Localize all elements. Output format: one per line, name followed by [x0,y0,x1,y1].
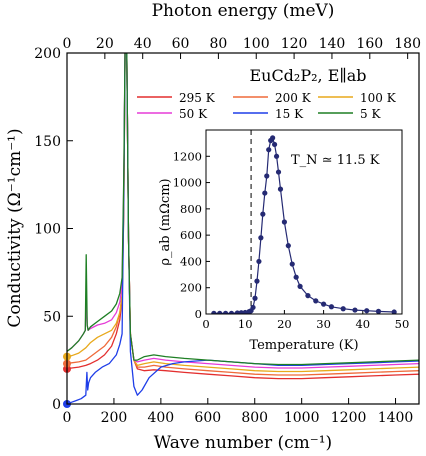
inset-point-25 [285,243,291,249]
x-tick-label-1: 200 [101,410,128,426]
inset-point-6 [242,309,248,314]
dc-points [63,352,71,408]
inset-point-23 [277,186,284,192]
main-plot-frame [66,52,420,405]
inset-y-tick-label-1: 200 [180,281,202,295]
x-axis-title: Wave number (cm⁻¹) [154,433,332,453]
x-tick-label-2: 400 [147,410,174,426]
inset-x-axis-title: Temperature (K) [249,338,358,353]
x-tick-label-4: 800 [241,410,268,426]
y-tick-label-1: 50 [43,309,61,325]
inset-point-17 [266,147,272,153]
inset-annotation: T_N ≃ 11.5 K [291,153,380,168]
inset-y-axis-title: ρ_ab (mΩcm) [158,178,173,265]
inset-point-5 [238,310,244,314]
inset-point-16 [264,173,270,179]
inset-point-11 [254,278,260,284]
top-x-tick-label-8: 160 [356,36,383,52]
inset-y-tick-label-3: 600 [180,228,202,242]
inset-point-10 [252,295,258,301]
top-x-tick-label-3: 60 [172,36,190,52]
x-tick-label-7: 1400 [378,410,414,426]
inset-point-26 [289,261,295,267]
inset-point-31 [321,301,327,307]
inset-point-22 [275,169,282,175]
inset-chart: 0 10 20 30 40 50 0 200 400 600 800 1000 1200 Tempera… [158,129,410,353]
y-tick-label-0: 0 [52,397,61,413]
top-x-tick-label-2: 40 [134,36,152,52]
inset-y-tick-label-0: 0 [195,307,202,321]
inset-point-1 [217,310,223,314]
y-tick-label-4: 200 [34,46,61,62]
inset-y-tick-label-5: 1000 [173,176,202,190]
inset-point-28 [297,283,303,289]
legend-label-4: 15 K [275,107,304,121]
x-tick-label-3: 600 [194,410,221,426]
legend-label-5: 5 K [360,107,381,121]
inset-point-2 [223,310,229,314]
inset-x-tick-label-1: 10 [238,317,253,331]
x-tick-label-6: 1200 [331,410,367,426]
y-axis-title: Conductivity (Ω⁻¹cm⁻¹) [5,128,25,327]
inset-point-36 [375,308,382,314]
inset-series [211,130,397,314]
inset-plot-frame [205,129,403,315]
top-axis-title: Photon energy (meV) [152,1,335,21]
x-tick-label-5: 1000 [284,410,320,426]
legend-label-2: 100 K [360,91,397,105]
inset-point-35 [364,308,370,314]
inset-y-tick-label-2: 400 [180,254,202,268]
inset-point-3 [228,310,235,314]
legend: 295 K 200 K 100 K 50 K 15 K 5 K [137,91,397,121]
inset-x-tick-label-5: 50 [395,317,410,331]
legend-label-1: 200 K [275,91,312,105]
x-tick-label-0: 0 [63,410,72,426]
inset-point-14 [260,211,266,217]
inset-point-33 [340,306,346,312]
inset-point-21 [273,153,280,159]
main-series [67,53,419,404]
top-x-tick-label-5: 100 [243,36,270,52]
inset-y-tick-label-4: 800 [180,202,202,216]
inset-point-20 [272,141,278,148]
series-line-5 [67,53,419,366]
inset-point-0 [211,310,217,314]
inset-point-24 [281,219,287,225]
inset-point-34 [352,307,358,313]
top-x-tick-label-9: 180 [394,36,421,52]
inset-point-4 [234,310,240,314]
chart-title: EuCd₂P₂, E∥ab [249,66,366,85]
inset-x-tick-label-4: 40 [355,317,370,331]
inset-point-32 [328,304,335,310]
inset-axes: 0 10 20 30 40 50 0 200 400 600 800 1000 1200 [173,149,410,331]
inset-point-12 [256,258,262,265]
inset-point-30 [313,298,319,304]
legend-label-0: 295 K [179,91,216,105]
inset-point-19 [270,135,276,141]
inset-point-13 [258,235,264,241]
y-tick-label-2: 100 [34,222,61,238]
inset-point-37 [391,309,397,314]
inset-point-15 [262,190,268,196]
inset-x-tick-label-2: 20 [277,317,292,331]
top-x-tick-label-7: 140 [319,36,346,52]
inset-background [206,130,402,314]
inset-x-tick-label-0: 0 [202,317,209,331]
top-x-tick-label-4: 80 [209,36,227,52]
inset-point-27 [293,274,299,280]
inset-point-9 [250,304,256,311]
top-x-tick-label-1: 20 [96,36,114,52]
top-x-tick-label-0: 0 [63,36,72,52]
legend-label-3: 50 K [179,107,208,121]
top-x-tick-label-6: 120 [281,36,308,52]
inset-point-29 [305,293,311,299]
y-tick-label-3: 150 [34,134,61,150]
inset-y-tick-label-6: 1200 [173,149,202,163]
inset-x-tick-label-3: 30 [316,317,331,331]
